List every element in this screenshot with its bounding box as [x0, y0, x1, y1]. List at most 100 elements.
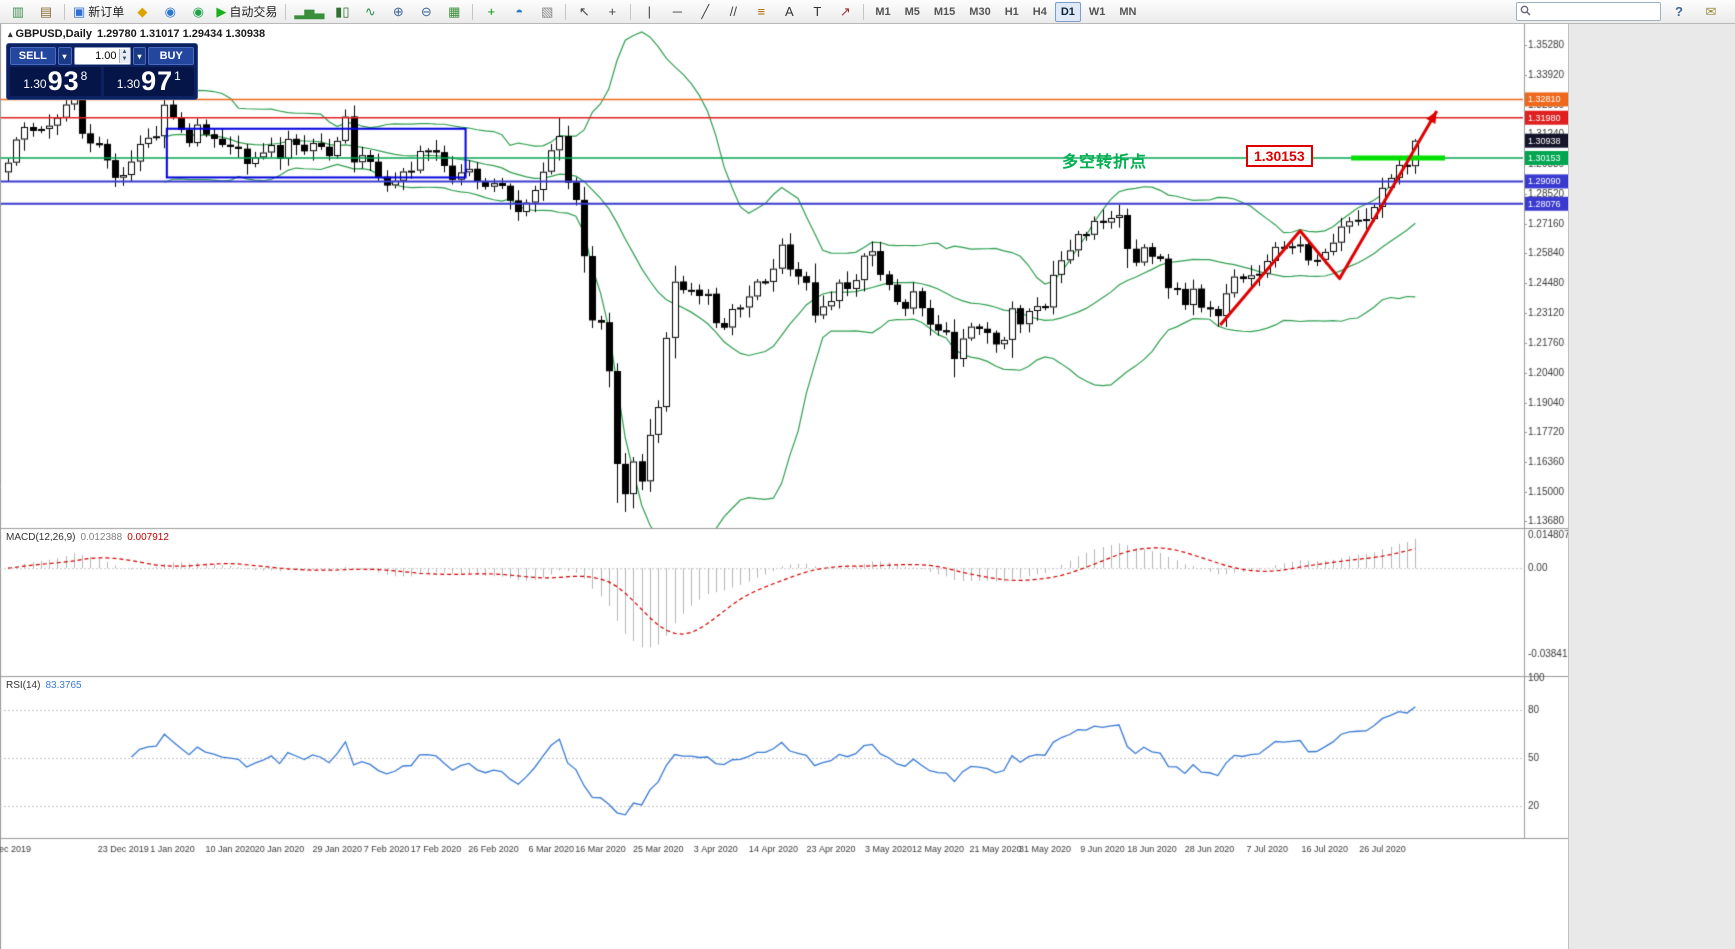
text-button[interactable]: A [775, 1, 803, 23]
lot-down-icon[interactable]: ▼ [118, 56, 130, 63]
terminal-icon: ◉ [164, 3, 176, 19]
horizontal-line-icon: ─ [672, 4, 682, 19]
timeframe-w1-button[interactable]: W1 [1088, 5, 1106, 18]
turning-point-annotation: 多空转折点 [1062, 154, 1148, 171]
vertical-line-icon: | [647, 4, 652, 19]
periods-button[interactable]: ◓ [505, 1, 533, 23]
new-chart-icon: ▥ [11, 3, 25, 19]
vertical-line-button[interactable]: | [635, 1, 663, 23]
buy-price-pip: 1 [174, 69, 181, 83]
timeframe-h1-button[interactable]: H1 [1004, 5, 1019, 18]
buy-price-display[interactable]: 1.30 97 1 [103, 67, 194, 96]
workspace-background [1568, 24, 1735, 949]
price-level-annotation[interactable]: 1.30153 [1246, 145, 1313, 167]
lot-size-input[interactable] [74, 49, 119, 63]
new-chart-button[interactable]: ▥ [4, 1, 32, 23]
profiles-icon: ▤ [39, 3, 53, 19]
sell-options-caret-icon[interactable]: ▾ [57, 47, 72, 65]
cursor-icon: ↖ [578, 3, 590, 19]
profiles-button[interactable]: ▤ [32, 1, 60, 23]
candlestick-button[interactable]: ▮▯ [328, 1, 356, 23]
label-icon: T [813, 4, 822, 19]
main-toolbar: ▥ ▤ ▣ 新订单 ◆ ◉ ◉ ▶ 自动交易 ▂▅▃ ▮▯ ∿ ⊕ ⊖ ▦ + ◓ ▧ ↖ + | ─ ╱ // ≡ A T ↗ M1… [0, 0, 1735, 24]
zoom-in-icon: ⊕ [392, 3, 404, 19]
sell-price-display[interactable]: 1.30 93 8 [10, 67, 101, 96]
strategy-tester-button[interactable]: ◉ [184, 1, 212, 23]
channel-button[interactable]: // [719, 1, 747, 23]
macd-name: MACD(12,26,9) [6, 532, 76, 543]
timeframe-d1-button[interactable]: D1 [1054, 1, 1081, 22]
one-click-trading-panel: SELL ▾ ▲▼ ▾ BUY 1.30 93 8 1.30 97 1 [6, 43, 198, 100]
trendline-button[interactable]: ╱ [691, 1, 719, 23]
line-chart-button[interactable]: ∿ [356, 1, 384, 23]
rsi-name: RSI(14) [6, 680, 41, 691]
chart-title: ▴ GBPUSD,Daily 1.29780 1.31017 1.29434 1.3… [8, 28, 265, 40]
autotrading-button[interactable]: ▶ 自动交易 [212, 1, 281, 23]
arrows-icon: ↗ [839, 3, 851, 19]
bar-chart-button[interactable]: ▂▅▃ [290, 1, 328, 23]
toolbar-separator [863, 3, 865, 20]
templates-button[interactable]: ▧ [533, 1, 561, 23]
sell-button[interactable]: SELL [10, 47, 56, 65]
templates-icon: ▧ [541, 3, 554, 19]
macd-signal-value: 0.007912 [127, 532, 169, 543]
lot-up-icon[interactable]: ▲ [118, 49, 130, 56]
search-input[interactable] [1533, 3, 1657, 20]
market-watch-button[interactable]: ◆ [128, 1, 156, 23]
fibonacci-button[interactable]: ≡ [747, 1, 775, 23]
toolbar-right-cluster: ? ✉ [1516, 1, 1731, 23]
toolbar-separator [565, 3, 567, 20]
chart-ohlc-values: 1.29780 1.31017 1.29434 1.30938 [96, 28, 266, 40]
text-icon: A [784, 4, 794, 19]
lot-size-stepper[interactable]: ▲ ▼ [118, 49, 130, 63]
candlestick-icon: ▮▯ [335, 3, 350, 19]
label-button[interactable]: T [803, 1, 831, 23]
new-order-button-label: 新订单 [88, 5, 125, 19]
timeframe-mn-button[interactable]: MN [1119, 5, 1137, 18]
rsi-indicator-label: RSI(14) 83.3765 [6, 680, 82, 691]
search-icon [1520, 3, 1531, 21]
arrows-button[interactable]: ↗ [831, 1, 859, 23]
buy-options-caret-icon[interactable]: ▾ [132, 47, 147, 65]
new-order-button[interactable]: ▣ 新订单 [69, 1, 128, 23]
channel-icon: // [729, 4, 737, 19]
indicators-button[interactable]: + [477, 1, 505, 23]
periods-icon: ◓ [515, 4, 524, 19]
new-order-icon: ▣ [73, 3, 86, 19]
help-icon[interactable]: ? [1675, 4, 1683, 19]
fibonacci-icon: ≡ [757, 4, 766, 19]
market-watch-icon: ◆ [137, 3, 148, 19]
zoom-out-button[interactable]: ⊖ [412, 1, 440, 23]
timeframe-m15-button[interactable]: M15 [933, 5, 956, 18]
trendline-icon: ╱ [701, 3, 710, 19]
chart-title-marker-icon: ▴ [8, 29, 13, 39]
zoom-out-icon: ⊖ [420, 3, 432, 19]
sell-price-pip: 8 [80, 69, 88, 83]
macd-main-value: 0.012388 [80, 532, 123, 543]
tile-windows-button[interactable]: ▦ [440, 1, 468, 23]
toolbar-separator [285, 3, 287, 20]
timeframe-m5-button[interactable]: M5 [904, 5, 920, 18]
autotrading-button-label: 自动交易 [229, 5, 278, 19]
cursor-button[interactable]: ↖ [570, 1, 598, 23]
buy-price-small: 1.30 [116, 77, 141, 91]
rsi-value: 83.3765 [45, 680, 82, 691]
strategy-tester-icon: ◉ [192, 3, 204, 19]
autotrading-icon: ▶ [216, 3, 227, 19]
timeframe-m30-button[interactable]: M30 [969, 5, 991, 18]
line-chart-icon: ∿ [364, 3, 376, 19]
horizontal-line-button[interactable]: ─ [663, 1, 691, 23]
search-box[interactable] [1516, 2, 1661, 21]
crosshair-button[interactable]: + [598, 1, 626, 23]
notifications-icon[interactable]: ✉ [1705, 3, 1717, 19]
timeframe-m1-button[interactable]: M1 [875, 5, 891, 18]
macd-indicator-label: MACD(12,26,9) 0.012388 0.007912 [6, 532, 169, 543]
terminal-button[interactable]: ◉ [156, 1, 184, 23]
zoom-in-button[interactable]: ⊕ [384, 1, 412, 23]
sell-price-big: 93 [47, 66, 80, 96]
timeframe-h4-button[interactable]: H4 [1032, 5, 1047, 18]
sell-price-small: 1.30 [23, 77, 47, 91]
buy-button[interactable]: BUY [148, 47, 194, 65]
toolbar-separator [472, 3, 474, 20]
